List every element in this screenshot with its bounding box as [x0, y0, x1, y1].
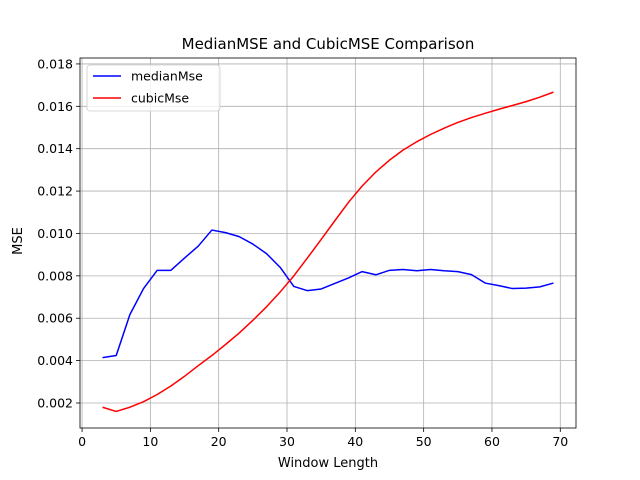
legend-label-medianMse: medianMse: [131, 69, 203, 84]
y-tick-label: 0.012: [37, 184, 73, 199]
y-tick-label: 0.016: [37, 99, 73, 114]
legend-label-cubicMse: cubicMse: [131, 91, 189, 106]
y-tick-label: 0.002: [37, 395, 73, 410]
series-line-medianMse: [102, 229, 554, 359]
x-tick-label: 70: [552, 434, 568, 449]
y-tick-label: 0.018: [37, 56, 73, 71]
x-axis-label: Window Length: [278, 456, 378, 471]
y-tick-label: 0.004: [37, 353, 73, 368]
series-line-cubicMse: [102, 91, 554, 413]
y-tick-label: 0.006: [37, 311, 73, 326]
y-tick-label: 0.008: [37, 268, 73, 283]
x-tick-label: 0: [78, 434, 86, 449]
x-tick-label: 50: [416, 434, 432, 449]
y-tick-label: 0.014: [37, 141, 73, 156]
y-tick-label: 0.010: [37, 226, 73, 241]
x-tick-label: 30: [279, 434, 295, 449]
x-tick-label: 60: [484, 434, 500, 449]
plot-area: 0 10 20 30 40 50 60 70 0.002 0.004 0.006 0.008 0.010…: [37, 56, 577, 449]
x-tick-label: 40: [347, 434, 363, 449]
x-tick-label: 10: [142, 434, 158, 449]
x-tick-label: 20: [211, 434, 227, 449]
legend: medianMse cubicMse: [86, 64, 221, 112]
chart-title: MedianMSE and CubicMSE Comparison: [182, 35, 475, 53]
axes-frame: [79, 57, 577, 429]
y-axis-label: MSE: [11, 227, 26, 255]
